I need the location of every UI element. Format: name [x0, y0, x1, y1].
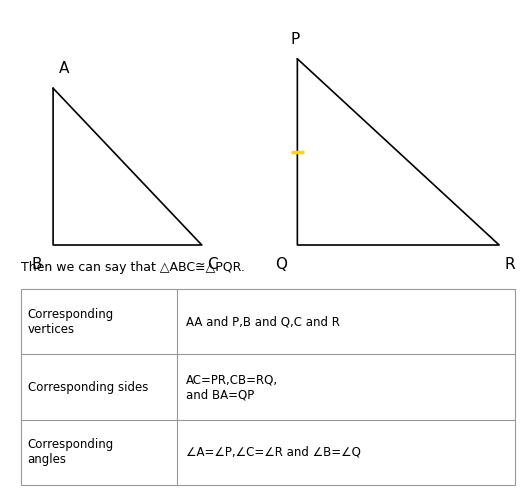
- Text: Q: Q: [276, 257, 287, 272]
- Text: B: B: [32, 257, 42, 272]
- Text: AC=PR,CB=RQ,
and BA=QP: AC=PR,CB=RQ, and BA=QP: [186, 373, 278, 401]
- Text: Corresponding
vertices: Corresponding vertices: [28, 308, 114, 336]
- Text: Then we can say that △ABC≅△PQR.: Then we can say that △ABC≅△PQR.: [21, 261, 245, 274]
- Text: R: R: [504, 257, 515, 272]
- Text: P: P: [290, 32, 299, 47]
- Text: Corresponding sides: Corresponding sides: [28, 381, 148, 393]
- Text: C: C: [207, 257, 218, 272]
- Text: Corresponding
angles: Corresponding angles: [28, 439, 114, 466]
- Bar: [21, 289, 515, 485]
- Text: ∠A=∠P,∠C=∠R and ∠B=∠Q: ∠A=∠P,∠C=∠R and ∠B=∠Q: [186, 446, 361, 459]
- Text: AA and P,B and Q,C and R: AA and P,B and Q,C and R: [186, 315, 340, 328]
- Text: A: A: [58, 61, 69, 76]
